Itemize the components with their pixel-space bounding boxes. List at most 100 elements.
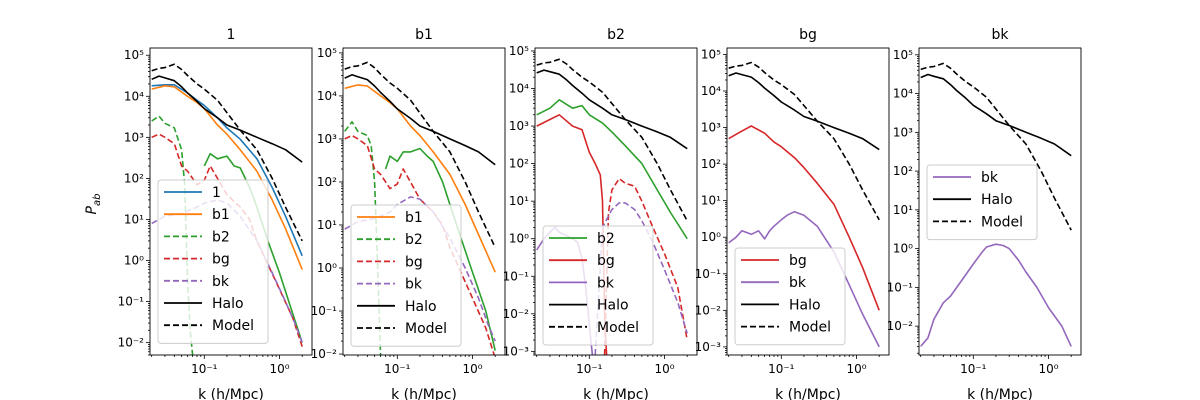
legend-box xyxy=(734,247,846,346)
legend-label: b1 xyxy=(405,210,423,226)
y-tick-label: 10⁻² xyxy=(887,319,914,333)
y-tick-label: 10⁴ xyxy=(124,89,144,103)
x-tick-label: 10⁰ xyxy=(269,362,289,376)
series-line-bg xyxy=(344,134,496,355)
series-line-bg xyxy=(151,133,303,347)
panel-title: bg xyxy=(799,27,817,43)
legend-label: bk xyxy=(597,275,615,291)
legend-label: b2 xyxy=(405,232,423,248)
legend-label: Halo xyxy=(212,296,244,312)
legend-box xyxy=(350,204,462,347)
y-tick-label: 10⁻² xyxy=(118,336,145,350)
series-line-halo xyxy=(536,69,688,150)
y-tick-label: 10⁰ xyxy=(893,242,913,256)
legend-label: bg xyxy=(597,253,615,269)
legend-label: Halo xyxy=(789,297,821,313)
panel-2: b1 k (h/Mpc) 10⁻¹ 10⁰ 10⁻² 10⁻¹ 10⁰ 10¹ 10² 10³ 10… xyxy=(311,27,506,400)
y-tick-label: 10³ xyxy=(509,119,529,133)
legend-label: Model xyxy=(597,320,639,336)
y-tick-label: 10⁻³ xyxy=(503,344,530,358)
series-line-b1 xyxy=(344,84,496,273)
legend-label: b1 xyxy=(212,207,230,223)
legend-label: Halo xyxy=(981,192,1013,208)
legend: b1 b2 bg bk Halo Model xyxy=(350,204,462,347)
series-line-b2 xyxy=(203,152,303,343)
y-tick-label: 10¹ xyxy=(124,212,144,226)
y-tick-label: 10⁻² xyxy=(695,303,722,317)
y-tick-label: 10² xyxy=(317,175,337,189)
y-tick-label: 10¹ xyxy=(509,194,529,208)
legend: bk Halo Model xyxy=(926,164,1038,241)
y-tick-label: 10⁴ xyxy=(317,89,337,103)
y-tick-label: 10⁵ xyxy=(124,48,144,62)
legend-label: bk xyxy=(212,274,230,290)
y-tick-label: 10³ xyxy=(317,132,337,146)
series-line-b2 xyxy=(344,121,382,355)
panel-title: b2 xyxy=(607,27,625,43)
panel-title: b1 xyxy=(415,27,433,43)
y-tick-label: 10³ xyxy=(893,125,913,139)
legend: b2 bg bk Halo Model xyxy=(542,225,654,346)
legend-label: 1 xyxy=(212,185,221,201)
y-tick-label: 10³ xyxy=(124,130,144,144)
legend-label: Model xyxy=(212,318,254,334)
y-tick-label: 10¹ xyxy=(893,203,913,217)
legend-label: Model xyxy=(789,320,831,336)
y-tick-label: 10⁻² xyxy=(503,307,530,321)
y-tick-label: 10⁵ xyxy=(701,47,721,61)
y-axis-label: Pab xyxy=(84,194,103,215)
x-tick-label: 10⁻¹ xyxy=(768,362,795,376)
y-tick-label: 10⁻¹ xyxy=(503,269,530,283)
x-axis-label: k (h/Mpc) xyxy=(198,387,264,400)
series-line-model xyxy=(151,63,303,242)
legend-box xyxy=(542,225,654,346)
series-line-halo xyxy=(920,73,1072,157)
y-tick-label: 10⁰ xyxy=(124,254,144,268)
y-tick-label: 10⁰ xyxy=(317,261,337,275)
x-axis-label: k (h/Mpc) xyxy=(775,387,841,400)
y-tick-label: 10⁵ xyxy=(317,46,337,60)
panel-title: 1 xyxy=(227,27,236,43)
y-tick-label: 10⁻³ xyxy=(695,340,722,354)
y-tick-label: 10¹ xyxy=(701,194,721,208)
legend-label: bg xyxy=(789,253,807,269)
panel-1: 1 k (h/Mpc) 10⁻¹ 10⁰ 10⁻² 10⁻¹ 10⁰ 10¹ 10² 10³ 10⁴… xyxy=(118,27,313,400)
y-tick-label: 10¹ xyxy=(317,218,337,232)
legend-label: bk xyxy=(981,170,999,186)
series-group xyxy=(344,61,496,355)
series-line-bg xyxy=(603,177,688,355)
y-tick-label: 10⁻¹ xyxy=(311,304,338,318)
legend: bg bk Halo Model xyxy=(734,247,846,346)
y-tick-label: 10⁵ xyxy=(509,44,529,58)
plot-frame xyxy=(726,47,890,356)
panel-5: bk k (h/Mpc) 10⁻¹ 10⁰ 10⁻² 10⁻¹ 10⁰ 10¹ 10² 10³ 10… xyxy=(887,27,1082,400)
x-tick-label: 10⁻¹ xyxy=(576,362,603,376)
plot-frame xyxy=(918,47,1082,356)
plot-frame xyxy=(149,47,313,356)
y-tick-label: 10⁻¹ xyxy=(695,267,722,281)
series-line-bg xyxy=(728,125,880,311)
legend-label: b2 xyxy=(212,229,230,245)
y-tick-label: 10⁰ xyxy=(509,232,529,246)
series-line-model xyxy=(536,58,688,222)
y-tick-label: 10⁰ xyxy=(701,230,721,244)
series-line-b2 xyxy=(536,99,688,240)
y-tick-label: 10⁵ xyxy=(893,48,913,62)
plot-frame xyxy=(342,47,506,356)
series-line-b2 xyxy=(384,147,496,351)
x-tick-label: 10⁻¹ xyxy=(960,362,987,376)
y-tick-label: 10⁻² xyxy=(311,347,338,361)
series-line-bk xyxy=(594,202,688,355)
x-tick-label: 10⁻¹ xyxy=(191,362,218,376)
series-line-model xyxy=(728,61,880,221)
x-tick-label: 10⁰ xyxy=(462,362,482,376)
x-tick-label: 10⁰ xyxy=(846,362,866,376)
series-line-b1 xyxy=(151,85,303,270)
x-axis-label: k (h/Mpc) xyxy=(967,387,1033,400)
series-line-halo xyxy=(344,74,496,166)
x-axis-label: k (h/Mpc) xyxy=(391,387,457,400)
series-line-halo xyxy=(151,75,303,163)
panel-4: bg k (h/Mpc) 10⁻¹ 10⁰ 10⁻³ 10⁻² 10⁻¹ 10⁰ 10¹ 10² 1… xyxy=(695,27,890,400)
y-tick-label: 10⁴ xyxy=(893,87,913,101)
